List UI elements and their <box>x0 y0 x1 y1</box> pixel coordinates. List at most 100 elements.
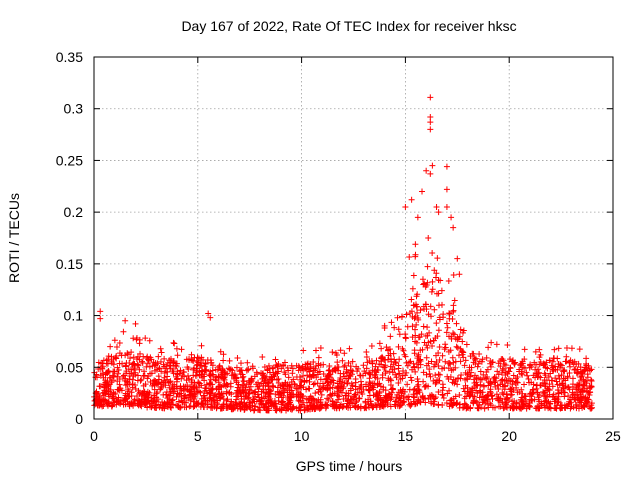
data-point <box>367 371 374 378</box>
data-point <box>571 358 578 365</box>
data-point <box>315 396 322 403</box>
data-point <box>169 368 176 375</box>
data-point <box>498 377 505 384</box>
data-point <box>158 349 165 356</box>
x-tick-labels: 0 5 10 15 20 25 <box>90 428 621 444</box>
data-point <box>105 353 112 360</box>
data-point <box>200 356 207 363</box>
data-point <box>558 372 565 379</box>
data-point <box>275 361 282 368</box>
data-point <box>491 379 498 386</box>
data-point <box>203 381 210 388</box>
data-point <box>549 394 556 401</box>
data-point <box>284 400 291 407</box>
data-point <box>579 404 586 411</box>
data-point <box>495 395 502 402</box>
data-point <box>468 364 475 371</box>
data-point <box>246 386 253 393</box>
data-point <box>561 393 568 400</box>
data-point <box>341 363 348 370</box>
data-point <box>288 362 295 369</box>
data-point <box>183 356 190 363</box>
data-point <box>401 351 408 358</box>
data-point <box>443 400 450 407</box>
data-point <box>455 336 462 343</box>
data-point <box>435 209 442 216</box>
data-point <box>536 361 543 368</box>
data-point <box>407 310 414 317</box>
data-point <box>456 391 463 398</box>
data-point <box>278 398 285 405</box>
grid <box>94 57 613 419</box>
data-point <box>126 370 133 377</box>
data-point <box>495 371 502 378</box>
data-point <box>483 354 490 361</box>
data-point <box>251 407 258 414</box>
data-point <box>161 370 168 377</box>
data-point <box>419 392 426 399</box>
data-point <box>316 405 323 412</box>
data-point <box>541 370 548 377</box>
data-point <box>431 267 438 274</box>
data-point <box>417 307 424 314</box>
data-point <box>317 382 324 389</box>
data-point <box>545 374 552 381</box>
data-point <box>526 402 533 409</box>
data-point <box>419 188 426 195</box>
data-point <box>251 389 258 396</box>
data-point <box>263 379 270 386</box>
data-point <box>433 290 440 297</box>
data-point <box>236 368 243 375</box>
data-point <box>396 403 403 410</box>
data-point <box>227 366 234 373</box>
data-point <box>525 376 532 383</box>
data-point <box>148 404 155 411</box>
data-point <box>424 344 431 351</box>
data-point <box>430 377 437 384</box>
data-point <box>510 386 517 393</box>
data-point <box>387 363 394 370</box>
data-point <box>137 350 144 357</box>
data-point <box>363 405 370 412</box>
data-point <box>588 376 595 383</box>
data-point <box>516 366 523 373</box>
data-point <box>286 382 293 389</box>
data-point <box>569 375 576 382</box>
data-point <box>380 386 387 393</box>
data-point <box>117 398 124 405</box>
data-point <box>504 342 511 349</box>
data-point <box>210 397 217 404</box>
data-point <box>148 370 155 377</box>
data-point <box>476 394 483 401</box>
data-point <box>432 394 439 401</box>
data-point <box>558 362 565 369</box>
data-point <box>402 203 409 210</box>
data-point <box>113 343 120 350</box>
data-point <box>299 401 306 408</box>
data-points <box>91 94 596 414</box>
data-point <box>411 363 418 370</box>
data-point <box>249 365 256 372</box>
data-point <box>532 366 539 373</box>
data-point <box>310 381 317 388</box>
data-point <box>362 398 369 405</box>
data-point <box>144 360 151 367</box>
data-point <box>464 370 471 377</box>
data-point <box>203 366 210 373</box>
data-point <box>403 311 410 318</box>
data-point <box>102 371 109 378</box>
data-point <box>316 368 323 375</box>
data-point <box>226 389 233 396</box>
data-point <box>228 372 235 379</box>
data-point <box>470 359 477 366</box>
data-point <box>406 359 413 366</box>
data-point <box>470 376 477 383</box>
data-point <box>414 291 421 298</box>
data-point <box>341 362 348 369</box>
data-point <box>447 400 454 407</box>
data-point <box>265 407 272 414</box>
data-point <box>117 400 124 407</box>
data-point <box>488 363 495 370</box>
data-point <box>533 382 540 389</box>
